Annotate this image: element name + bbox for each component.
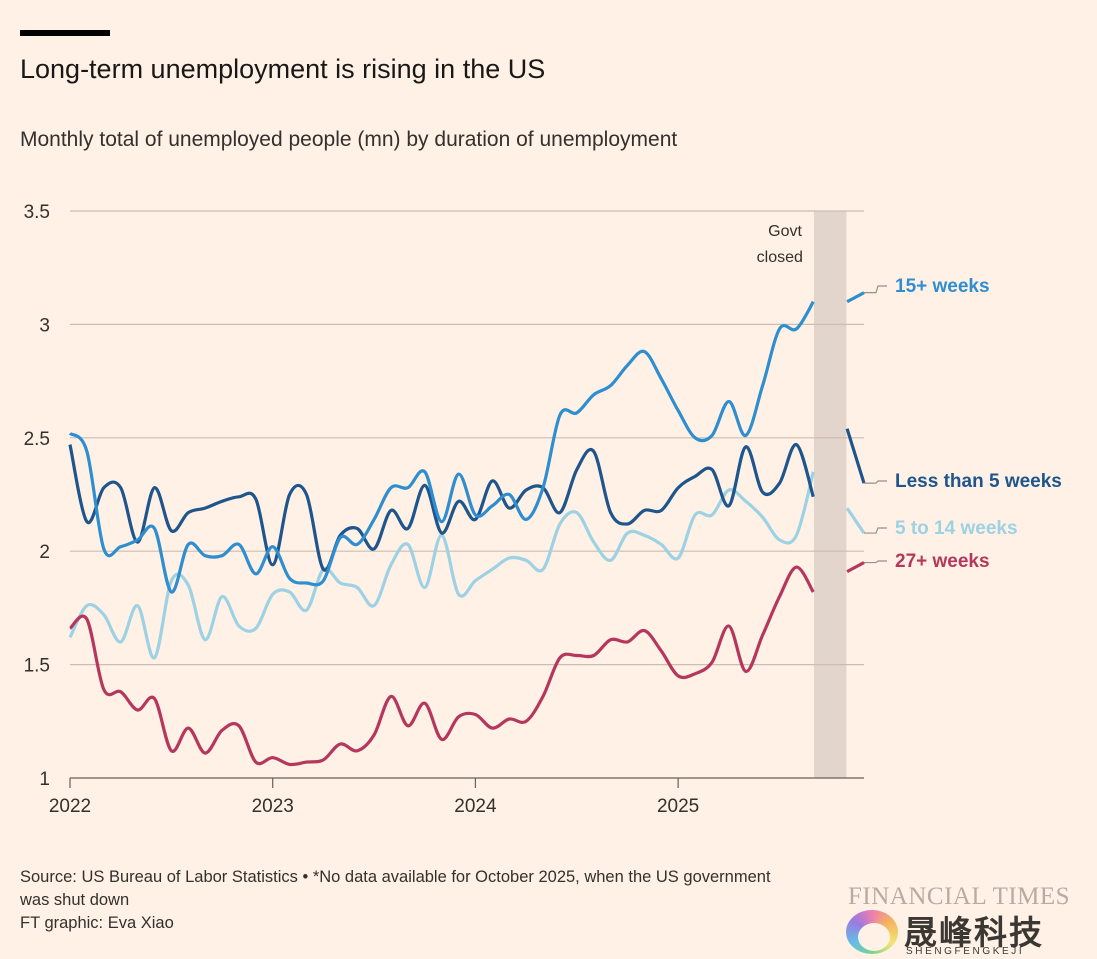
watermark-logo-icon <box>846 910 898 954</box>
graphic-credit: FT graphic: Eva Xiao <box>20 914 174 932</box>
chart-subtitle: Monthly total of unemployed people (mn) … <box>20 128 678 151</box>
x-tick-label: 2025 <box>657 796 699 817</box>
x-tick-label: 2023 <box>252 796 294 817</box>
watermark-subtext: SHENGFENGKEJI <box>906 946 1025 957</box>
y-tick-label: 1.5 <box>24 656 50 677</box>
y-tick-label: 3.5 <box>24 202 50 223</box>
watermark-text: 晟峰科技 <box>904 914 1044 951</box>
watermark: 晟峰科技 SHENGFENGKEJI <box>846 906 1076 957</box>
series-label: 15+ weeks <box>895 276 990 297</box>
series-line-15-weeks <box>68 300 815 594</box>
source-note: Source: US Bureau of Labor Statistics • … <box>20 868 771 909</box>
govt-closed-label-line2: closed <box>757 249 803 266</box>
series-line-27-weeks <box>846 561 865 574</box>
series-line-5-to-14-weeks <box>845 507 866 534</box>
x-tick-label: 2022 <box>49 796 91 817</box>
series-line-less-than-5-weeks <box>845 428 866 484</box>
series-line-15-weeks <box>846 291 865 304</box>
govt-closed-band <box>813 211 847 778</box>
series-leader-line <box>864 527 887 534</box>
y-tick-label: 1 <box>39 769 50 790</box>
line-chart: 1 1.5 2 2.5 3 3.5 2022 2023 2024 2025 Govt closed 5… <box>24 202 1062 817</box>
series-line-5-to-14-weeks <box>68 471 815 660</box>
ft-logo: FINANCIAL TIMES <box>848 883 1071 910</box>
chart-title: Long-term unemployment is rising in the … <box>20 54 546 84</box>
series-label: 27+ weeks <box>895 551 990 572</box>
x-tick-label: 2024 <box>454 796 497 817</box>
chart-footer: Source: US Bureau of Labor Statistics • … <box>20 866 780 935</box>
series-line-27-weeks <box>68 565 815 767</box>
y-tick-label: 3 <box>39 315 50 336</box>
series-leader-line <box>864 480 887 484</box>
series-label: 5 to 14 weeks <box>895 518 1018 539</box>
ft-top-rule <box>20 30 110 36</box>
y-tick-label: 2.5 <box>24 429 50 450</box>
series-line-less-than-5-weeks <box>68 442 815 572</box>
govt-closed-label-line1: Govt <box>768 223 802 240</box>
series-leader-line <box>864 560 887 564</box>
series-leader-line <box>864 285 887 294</box>
series-label: Less than 5 weeks <box>895 471 1062 492</box>
y-tick-label: 2 <box>39 542 50 563</box>
